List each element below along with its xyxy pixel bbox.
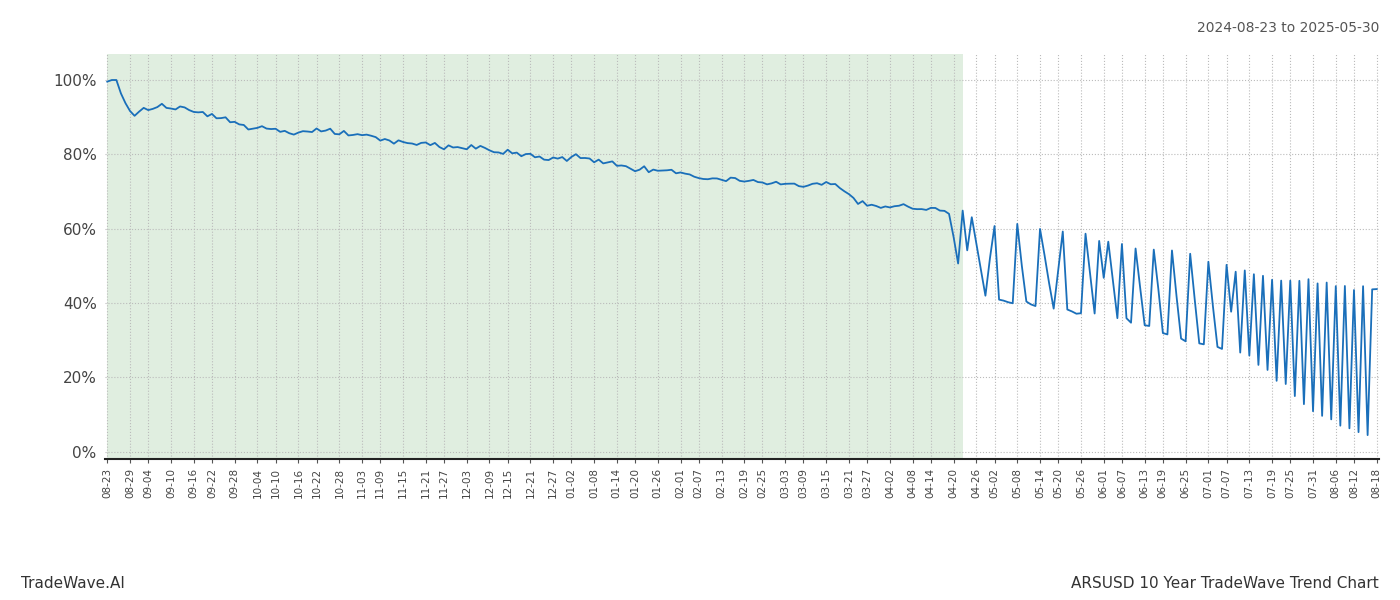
Text: ARSUSD 10 Year TradeWave Trend Chart: ARSUSD 10 Year TradeWave Trend Chart xyxy=(1071,576,1379,591)
Text: 2024-08-23 to 2025-05-30: 2024-08-23 to 2025-05-30 xyxy=(1197,21,1379,35)
Bar xyxy=(108,54,963,459)
Text: TradeWave.AI: TradeWave.AI xyxy=(21,576,125,591)
